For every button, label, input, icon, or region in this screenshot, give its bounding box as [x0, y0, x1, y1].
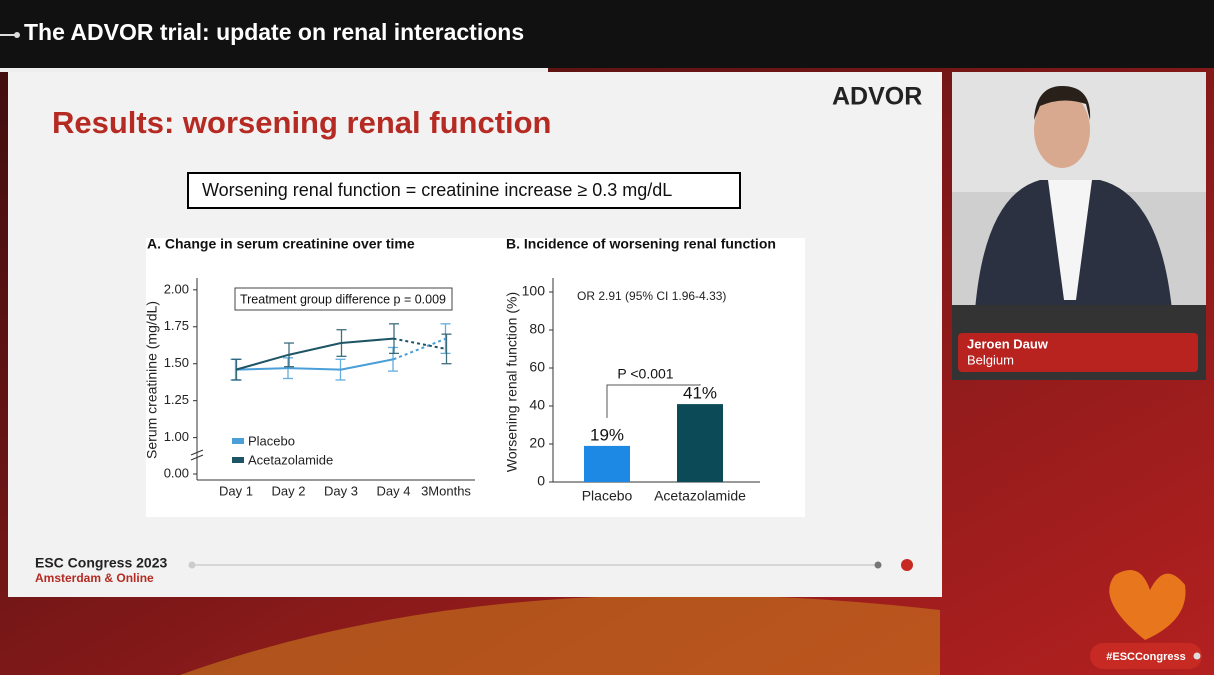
line-segment: [235, 353, 289, 371]
x-tick-label: Placebo: [582, 488, 633, 504]
speaker-country: Belgium: [967, 352, 1014, 367]
top-bar: [0, 0, 1214, 68]
x-tick-label: Day 4: [377, 483, 411, 498]
line-segment: [340, 358, 394, 371]
comparison-bracket: [606, 384, 701, 418]
data-label: 41%: [683, 384, 717, 403]
line-segment: [288, 342, 342, 356]
slide-title: Results: worsening renal function: [52, 105, 552, 140]
y-tick-label: 0: [537, 473, 545, 489]
x-tick-label: Acetazolamide: [654, 488, 746, 504]
speaker-hair: [1034, 86, 1091, 120]
definition: Worsening renal function = creatinine in…: [202, 180, 672, 200]
bar-marker: [14, 32, 20, 38]
esc-logo: [1109, 570, 1186, 640]
error-bar: [388, 346, 398, 372]
name-plate: [958, 333, 1198, 372]
x-tick-label: Day 3: [324, 483, 358, 498]
error-bar: [336, 329, 347, 357]
header-title: The ADVOR trial: update on renal interac…: [24, 19, 524, 45]
annotation-box: [234, 287, 453, 311]
legend-swatch: [232, 457, 244, 463]
y-tick-label: 60: [529, 359, 545, 375]
error-bar: [441, 333, 452, 365]
footer-subtitle: Amsterdam & Online: [35, 571, 154, 585]
error-bar: [335, 358, 346, 381]
y-axis-label: Serum creatinine (mg/dL): [144, 301, 160, 459]
y-tick-label: 1.75: [164, 318, 189, 333]
top-bar-line: [0, 68, 548, 72]
y-tick-label: 40: [529, 397, 545, 413]
speaker-shirt: [1048, 180, 1092, 300]
line-segment: [288, 367, 342, 371]
decor-swoosh: [180, 594, 940, 675]
axis-break: [190, 454, 204, 461]
definition-box: [187, 172, 741, 209]
annotation: OR 2.91 (95% CI 1.96-4.33): [577, 289, 726, 303]
error-bar: [389, 323, 399, 355]
y-tick-label: 1.25: [164, 392, 189, 407]
y-tick-label: 2.00: [164, 281, 189, 296]
speaker-head: [1034, 92, 1090, 168]
footer-dot: [901, 559, 913, 571]
line-segment: [340, 337, 394, 345]
line-segment: [393, 337, 447, 350]
line-segment: [235, 367, 289, 371]
y-tick-label: 1.50: [164, 355, 189, 370]
speaker-name: Jeroen Dauw: [967, 336, 1049, 351]
legend-label: Placebo: [248, 433, 295, 448]
axis-break: [190, 449, 204, 456]
annotation: Treatment group difference p = 0.009: [240, 292, 446, 306]
logo: ADVOR: [832, 83, 922, 111]
hashtag-dot: [1193, 652, 1201, 660]
legend-swatch: [232, 438, 244, 444]
y-tick-label: 0.00: [164, 465, 189, 480]
y-axis-label: Worsening renal function (%): [504, 292, 520, 472]
chart-title: A. Change in serum creatinine over time: [147, 236, 415, 252]
y-tick-label: 100: [522, 283, 546, 299]
error-bar: [283, 357, 293, 380]
legend-label: Acetazolamide: [248, 452, 333, 467]
x-tick-label: Day 1: [219, 483, 253, 498]
y-tick-label: 20: [529, 435, 545, 451]
bar: [677, 404, 723, 482]
y-tick-label: 80: [529, 321, 545, 337]
data-label: 19%: [590, 425, 624, 444]
error-bar: [440, 323, 451, 355]
comparison-label: P <0.001: [617, 366, 673, 382]
chart-title: B. Incidence of worsening renal function: [506, 236, 776, 252]
error-bar: [284, 342, 294, 368]
hashtag: #ESCCongress: [1106, 651, 1185, 663]
error-bar: [231, 358, 242, 381]
footer-dot: [874, 561, 882, 569]
hashtag-pill: [1090, 643, 1202, 669]
x-tick-label: 3Months: [421, 483, 471, 498]
bar: [584, 445, 630, 482]
y-tick-label: 1.00: [164, 429, 189, 444]
footer-title: ESC Congress 2023: [35, 555, 167, 571]
x-tick-label: Day 2: [272, 483, 306, 498]
footer-dot: [188, 561, 196, 569]
